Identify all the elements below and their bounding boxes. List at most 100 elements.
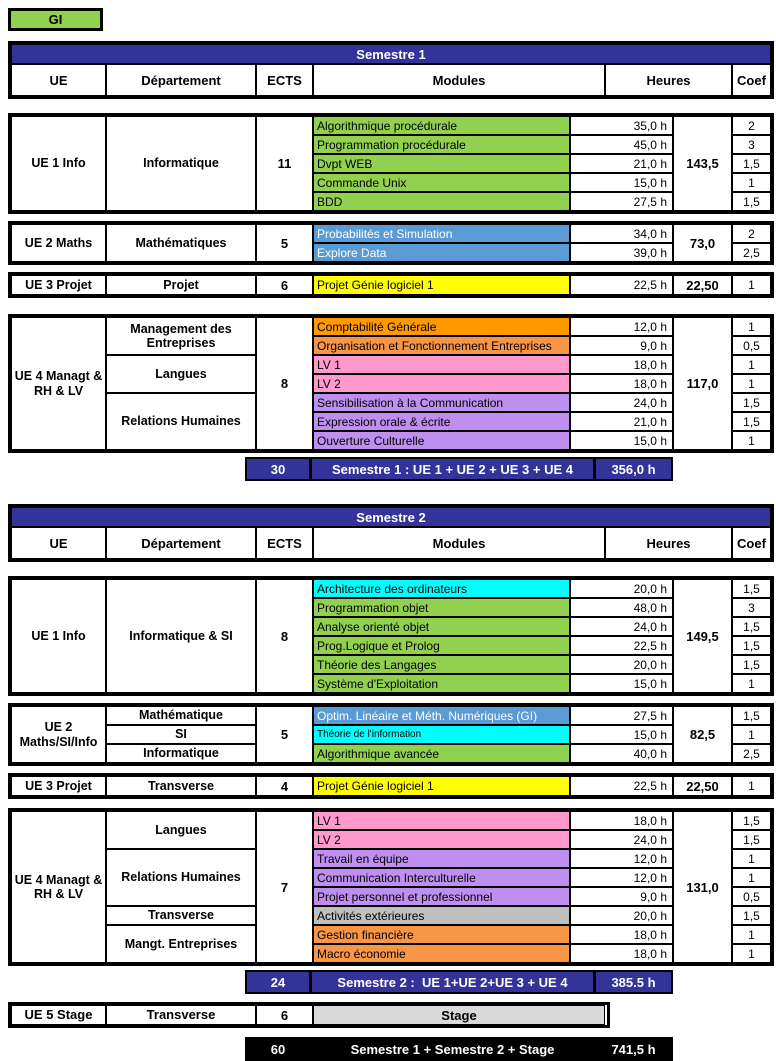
ects-cell: 8 bbox=[256, 317, 313, 450]
grand-total-ects: 60 bbox=[270, 1041, 286, 1057]
module-coef-cell: 0,5 bbox=[732, 336, 771, 355]
ects-cell: 4 bbox=[256, 776, 313, 796]
ue-block: UE 2 Maths Mathématiques 5 Probabilités et … bbox=[8, 221, 774, 265]
module-name-cell: Optim. Linéaire et Méth. Numériques (GI) bbox=[313, 706, 570, 725]
ects-cell: 7 bbox=[256, 811, 313, 963]
column-header-coef: Coef bbox=[732, 64, 771, 96]
module-coef-cell: 1 bbox=[732, 925, 771, 944]
grand-total-hours: 741,5 h bbox=[611, 1041, 656, 1057]
module-name-cell: Commande Unix bbox=[313, 173, 570, 192]
module-name-cell: Théorie des Langages bbox=[313, 655, 570, 674]
module-name-cell: Ouverture Culturelle bbox=[313, 431, 570, 450]
module-hours-cell: 18,0 h bbox=[570, 374, 673, 393]
module-coef-cell: 1,5 bbox=[732, 706, 771, 725]
module-name-cell: Programmation procédurale bbox=[313, 135, 570, 154]
ue-cell: UE 3 Projet bbox=[11, 776, 106, 796]
ects-cell: 11 bbox=[256, 116, 313, 211]
ue-cell: UE 5 Stage bbox=[11, 1005, 106, 1025]
block-total-hours-cell: 117,0 bbox=[673, 317, 732, 450]
module-name-cell: Projet Génie logiciel 1 bbox=[313, 776, 570, 796]
semester-summary-ects: 30 bbox=[247, 459, 309, 479]
module-hours-cell: 21,0 h bbox=[570, 154, 673, 173]
department-cell: Management des Entreprises bbox=[106, 317, 256, 355]
module-coef-cell: 1,5 bbox=[732, 579, 771, 598]
block-total-hours-cell: 131,0 bbox=[673, 811, 732, 963]
module-name-cell: Travail en équipe bbox=[313, 849, 570, 868]
module-coef-cell: 1 bbox=[732, 868, 771, 887]
block-total-hours-cell: 82,5 bbox=[673, 706, 732, 763]
module-coef-cell: 1,5 bbox=[732, 617, 771, 636]
module-hours-cell: 9,0 h bbox=[570, 336, 673, 355]
module-name-cell: Projet personnel et professionnel bbox=[313, 887, 570, 906]
ue-cell: UE 2 Maths/SI/Info bbox=[11, 706, 106, 763]
column-header-coef: Coef bbox=[732, 527, 771, 559]
module-name-cell: Algorithmique procédurale bbox=[313, 116, 570, 135]
module-hours-cell: 27,5 h bbox=[570, 192, 673, 211]
ue-cell: UE 1 Info bbox=[11, 579, 106, 693]
ects-cell: 8 bbox=[256, 579, 313, 693]
module-coef-cell: 1,5 bbox=[732, 393, 771, 412]
ects-cell: 5 bbox=[256, 224, 313, 262]
block-total-hours-cell: 73,0 bbox=[673, 224, 732, 262]
column-header-modules: Modules bbox=[313, 64, 605, 96]
module-hours-cell: 35,0 h bbox=[570, 116, 673, 135]
ue-block: UE 3 Projet Transverse 4 Projet Génie logic… bbox=[8, 773, 774, 799]
module-name-cell: Comptabilité Générale bbox=[313, 317, 570, 336]
semester-header: Semestre 1 UE Département ECTS Modules Heures… bbox=[8, 41, 774, 99]
module-name-cell: Architecture des ordinateurs bbox=[313, 579, 570, 598]
department-cell: SI bbox=[106, 725, 256, 744]
module-hours-cell: 24,0 h bbox=[570, 617, 673, 636]
column-header-ue: UE bbox=[11, 527, 106, 559]
module-coef-cell: 1,5 bbox=[732, 412, 771, 431]
module-coef-cell: 2 bbox=[732, 116, 771, 135]
module-hours-cell: 22,5 h bbox=[570, 776, 673, 796]
module-name-cell: Sensibilisation à la Communication bbox=[313, 393, 570, 412]
module-coef-cell: 1,5 bbox=[732, 906, 771, 925]
module-hours-cell: 9,0 h bbox=[570, 887, 673, 906]
ue-block: UE 4 Managt & RH & LV Langues Relations Hu… bbox=[8, 808, 774, 966]
module-name-cell: BDD bbox=[313, 192, 570, 211]
ue-block: UE 2 Maths/SI/Info Mathématique SI Informat… bbox=[8, 703, 774, 766]
block-total-hours-cell: 149,5 bbox=[673, 579, 732, 693]
semester-header: Semestre 2 UE Département ECTS Modules Heures… bbox=[8, 504, 774, 562]
module-coef-cell: 1,5 bbox=[732, 192, 771, 211]
semester-summary-bar: 24 Semestre 2 : UE 1+UE 2+UE 3 + UE 4 385.… bbox=[245, 970, 673, 994]
department-cell: Langues bbox=[106, 811, 256, 849]
module-name-cell: Projet Génie logiciel 1 bbox=[313, 275, 570, 295]
column-header-heures: Heures bbox=[605, 64, 732, 96]
module-coef-cell: 1 bbox=[732, 431, 771, 450]
column-header-ects: ECTS bbox=[256, 527, 313, 559]
semester-summary-label: Semestre 2 : UE 1+UE 2+UE 3 + UE 4 bbox=[312, 972, 593, 992]
module-coef-cell: 2,5 bbox=[732, 744, 771, 763]
grand-total-bar: 60 Semestre 1 + Semestre 2 + Stage 741,5… bbox=[245, 1037, 673, 1061]
module-hours-cell: 12,0 h bbox=[570, 868, 673, 887]
department-cell: Transverse bbox=[106, 906, 256, 925]
stage-module-cell: Stage bbox=[313, 1005, 605, 1025]
module-hours-cell: 12,0 h bbox=[570, 317, 673, 336]
module-hours-cell: 18,0 h bbox=[570, 355, 673, 374]
department-cell: Relations Humaines bbox=[106, 849, 256, 906]
module-coef-cell: 1 bbox=[732, 849, 771, 868]
module-hours-cell: 45,0 h bbox=[570, 135, 673, 154]
ue-cell: UE 3 Projet bbox=[11, 275, 106, 295]
module-coef-cell: 3 bbox=[732, 135, 771, 154]
semester-summary-label: Semestre 1 : UE 1 + UE 2 + UE 3 + UE 4 bbox=[312, 459, 593, 479]
column-header-ue: UE bbox=[11, 64, 106, 96]
module-name-cell: Communication Interculturelle bbox=[313, 868, 570, 887]
module-coef-cell: 1,5 bbox=[732, 655, 771, 674]
module-hours-cell: 15,0 h bbox=[570, 674, 673, 693]
module-coef-cell: 1 bbox=[732, 374, 771, 393]
module-coef-cell: 1,5 bbox=[732, 811, 771, 830]
department-cell: Informatique bbox=[106, 744, 256, 763]
module-coef-cell: 1 bbox=[732, 776, 771, 796]
module-hours-cell: 27,5 h bbox=[570, 706, 673, 725]
module-name-cell: Activités extérieures bbox=[313, 906, 570, 925]
department-cell: Transverse bbox=[106, 776, 256, 796]
semester-summary-ects: 24 bbox=[247, 972, 309, 992]
block-total-hours-cell: 22,50 bbox=[673, 776, 732, 796]
module-hours-cell: 15,0 h bbox=[570, 173, 673, 192]
module-name-cell: LV 2 bbox=[313, 374, 570, 393]
module-hours-cell: 20,0 h bbox=[570, 655, 673, 674]
module-coef-cell: 1 bbox=[732, 725, 771, 744]
module-hours-cell: 15,0 h bbox=[570, 725, 673, 744]
